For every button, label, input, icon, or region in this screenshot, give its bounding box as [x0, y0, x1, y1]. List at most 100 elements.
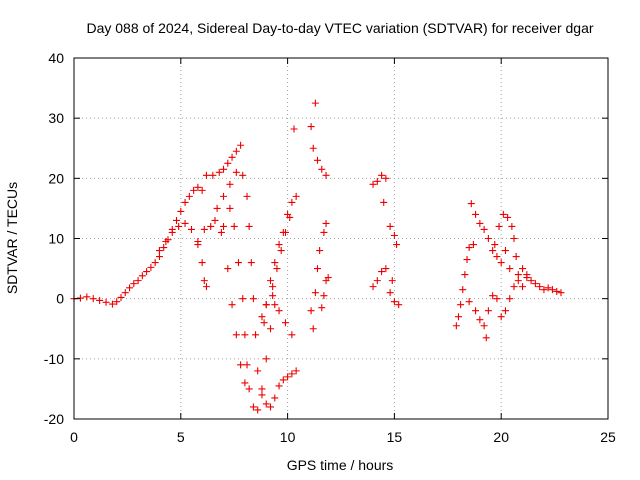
series-arc-19 — [472, 265, 531, 342]
data-point — [465, 244, 473, 252]
data-point — [113, 298, 121, 306]
data-point — [311, 99, 319, 107]
data-point — [175, 222, 183, 230]
data-point — [198, 186, 206, 194]
data-point — [320, 292, 328, 300]
data-point — [493, 295, 501, 303]
y-tick-label: 10 — [48, 231, 64, 247]
x-tick-label: 25 — [600, 429, 616, 445]
data-point — [393, 241, 401, 249]
data-point — [495, 222, 503, 230]
series-arc-secondary — [155, 219, 210, 291]
data-point — [271, 394, 279, 402]
data-point — [484, 307, 492, 315]
data-point — [508, 222, 516, 230]
data-point — [202, 171, 210, 179]
data-point — [292, 367, 300, 375]
data-point — [108, 300, 116, 308]
data-point — [314, 265, 322, 273]
data-point — [187, 225, 195, 233]
data-point — [309, 144, 317, 152]
data-point — [457, 301, 465, 309]
y-tick-label: 20 — [48, 170, 64, 186]
data-point — [275, 307, 283, 315]
data-point — [130, 280, 138, 288]
data-point — [527, 277, 535, 285]
data-point — [198, 259, 206, 267]
data-point — [273, 265, 281, 273]
data-point — [491, 241, 499, 249]
data-point — [482, 334, 490, 342]
data-point — [224, 159, 232, 167]
series-arc-20 — [491, 210, 565, 297]
data-point — [288, 331, 296, 339]
data-point — [220, 222, 228, 230]
data-point — [232, 168, 240, 176]
data-point — [288, 370, 296, 378]
data-point — [497, 259, 505, 267]
x-axis-label: GPS time / hours — [287, 457, 394, 473]
data-point — [386, 289, 394, 297]
data-point — [497, 313, 505, 321]
data-point — [241, 331, 249, 339]
data-point — [536, 283, 544, 291]
data-point — [230, 222, 238, 230]
data-point — [476, 219, 484, 227]
series-arc-steep — [269, 213, 294, 291]
data-point — [134, 277, 142, 285]
y-tick-label: -20 — [44, 411, 64, 427]
data-point — [254, 406, 262, 414]
data-point — [181, 219, 189, 227]
data-point — [510, 235, 518, 242]
data-point — [209, 171, 217, 179]
data-point — [151, 259, 159, 267]
data-point — [523, 274, 531, 282]
data-point — [484, 235, 492, 242]
data-point — [318, 304, 326, 312]
data-point — [147, 263, 155, 271]
data-point — [155, 247, 163, 255]
data-point — [281, 228, 289, 236]
series-arc-down2 — [211, 216, 249, 387]
data-point — [275, 382, 283, 390]
data-point — [254, 367, 262, 375]
data-point — [454, 313, 462, 321]
data-point — [307, 123, 315, 131]
data-point — [213, 204, 221, 212]
data-point — [138, 272, 146, 280]
data-point — [162, 238, 170, 246]
data-point — [224, 265, 232, 273]
data-point — [324, 274, 332, 282]
data-point — [228, 301, 236, 309]
data-point — [480, 225, 488, 233]
data-point — [514, 277, 522, 285]
data-point — [290, 125, 298, 133]
data-point — [557, 289, 565, 297]
data-point — [386, 222, 394, 230]
data-point — [501, 307, 509, 315]
x-tick-label: 15 — [387, 429, 403, 445]
data-point — [121, 289, 129, 297]
data-point — [215, 168, 223, 176]
data-point — [395, 301, 403, 309]
data-point — [489, 292, 497, 300]
data-point — [390, 231, 398, 239]
x-tick-label: 5 — [177, 429, 185, 445]
data-point — [237, 141, 245, 149]
data-point — [239, 295, 247, 303]
data-point — [168, 228, 176, 236]
data-point — [226, 180, 234, 188]
data-point — [286, 213, 294, 221]
data-point — [262, 301, 270, 309]
data-point — [548, 286, 556, 294]
data-point — [185, 192, 193, 200]
data-point — [241, 379, 249, 387]
series-arc-11a — [290, 99, 330, 179]
data-point — [258, 391, 266, 399]
data-point — [469, 241, 477, 249]
data-point — [472, 307, 480, 315]
data-point — [452, 322, 460, 330]
data-point — [247, 259, 255, 267]
data-point — [322, 171, 330, 179]
data-point — [493, 253, 501, 261]
